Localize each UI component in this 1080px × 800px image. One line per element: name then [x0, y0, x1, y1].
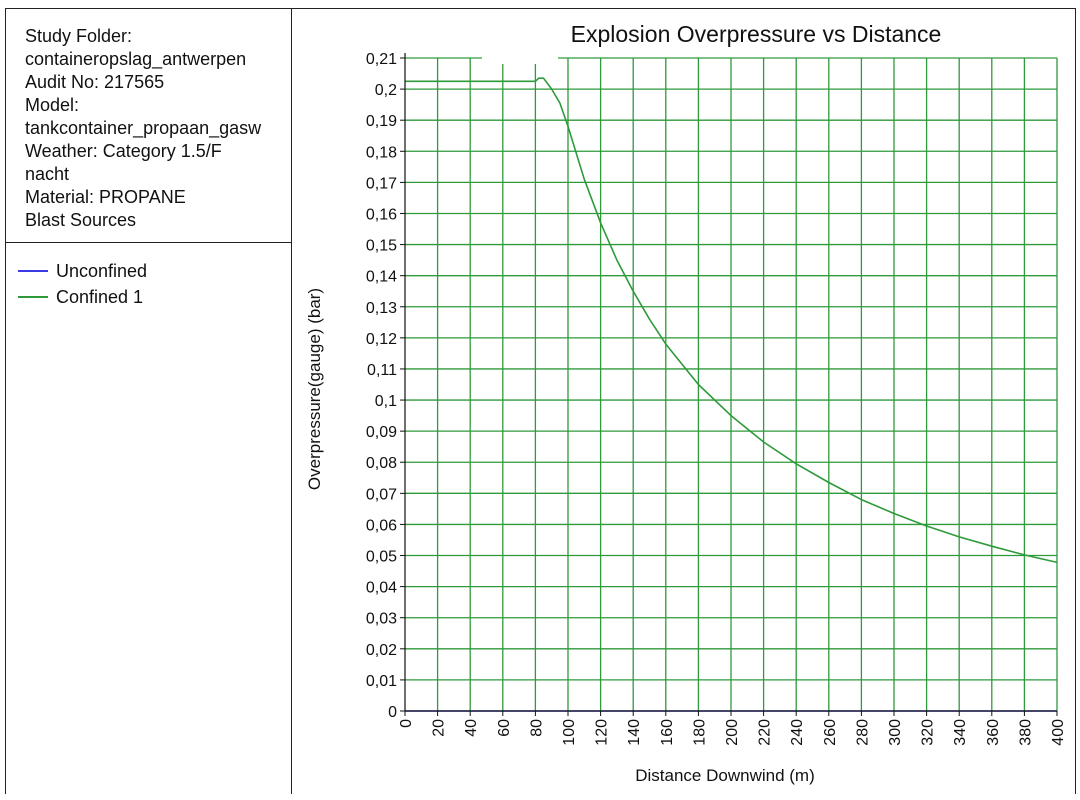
chart-title: Explosion Overpressure vs Distance	[571, 21, 942, 47]
y-tick-label: 0,01	[366, 673, 397, 690]
model-label: Model:	[25, 95, 80, 115]
x-tick-label: 160	[659, 719, 676, 746]
y-tick-label: 0,07	[366, 486, 397, 503]
x-tick-label: 260	[822, 719, 839, 746]
x-tick-label: 360	[985, 719, 1002, 746]
legend-label-confined-1: Confined 1	[56, 286, 144, 307]
weather-label: Weather: Category 1.5/F	[25, 141, 222, 161]
y-tick-label: 0,03	[366, 611, 397, 628]
y-tick-label: 0	[388, 704, 397, 721]
audit-number: Audit No: 217565	[25, 72, 165, 92]
y-axis-label: Overpressure(gauge) (bar)	[305, 288, 324, 490]
weather-value: nacht	[25, 164, 70, 184]
x-tick-label: 340	[952, 719, 969, 746]
y-tick-label: 0,09	[366, 424, 397, 441]
y-tick-label: 0,14	[366, 269, 397, 286]
y-tick-label: 0,02	[366, 642, 397, 659]
y-tick-label: 0,1	[375, 393, 397, 410]
study-info-box: Study Folder: containeropslag_antwerpen …	[6, 9, 291, 243]
y-tick-label: 0,18	[366, 144, 397, 161]
legend-item-confined-1: Confined 1	[18, 284, 291, 310]
x-tick-label: 100	[561, 719, 578, 746]
x-tick-label: 320	[920, 719, 937, 746]
y-tick-label: 0,06	[366, 517, 397, 534]
legend-swatch-unconfined	[18, 270, 48, 272]
y-tick-label: 0,04	[366, 580, 397, 597]
x-tick-label: 400	[1050, 719, 1067, 746]
legend-item-unconfined: Unconfined	[18, 258, 291, 284]
x-tick-label: 20	[431, 719, 448, 737]
y-tick-label: 0,21	[366, 51, 397, 68]
y-tick-label: 0,11	[367, 362, 397, 379]
y-tick-label: 0,12	[366, 331, 397, 348]
y-tick-label: 0,17	[366, 175, 397, 192]
material: Material: PROPANE	[25, 187, 186, 207]
x-tick-label: 40	[463, 719, 480, 737]
model-value: tankcontainer_propaan_gasw	[25, 118, 262, 138]
overpressure-chart: 0 20 40 60 80 100 120 140 160 180 200 220 240 260 280 3…	[305, 21, 1067, 785]
x-tick-label: 220	[757, 719, 774, 746]
x-axis-label: Distance Downwind (m)	[635, 766, 815, 785]
x-tick-label: 120	[594, 719, 611, 746]
y-tick-label: 0,16	[366, 206, 397, 223]
x-tick-label: 180	[691, 719, 708, 746]
x-tick-label: 0	[398, 719, 415, 728]
y-tick-label: 0,2	[375, 82, 397, 99]
y-tick-label: 0,05	[366, 549, 397, 566]
x-tick-label: 60	[496, 719, 513, 737]
left-panel: Study Folder: containeropslag_antwerpen …	[6, 9, 292, 794]
series-line-confined-1	[405, 77, 1058, 564]
x-tick-label: 300	[887, 719, 904, 746]
y-tick-label: 0,13	[366, 300, 397, 317]
study-folder-label: Study Folder:	[25, 26, 133, 46]
chart-area: 0 20 40 60 80 100 120 140 160 180 200 220 240 260 280 3…	[292, 9, 1076, 795]
report-frame: Study Folder: containeropslag_antwerpen …	[5, 8, 1076, 794]
legend: Unconfined Confined 1	[6, 243, 291, 310]
x-tick-label: 200	[724, 719, 741, 746]
x-tick-label: 280	[854, 719, 871, 746]
x-tick-label: 240	[789, 719, 806, 746]
legend-label-unconfined: Unconfined	[56, 260, 148, 281]
x-tick-label: 80	[528, 719, 545, 737]
y-tick-label: 0,08	[366, 455, 397, 472]
x-tick-label: 380	[1017, 719, 1034, 746]
study-folder-value: containeropslag_antwerpen	[25, 49, 247, 69]
y-tick-label: 0,15	[366, 238, 397, 255]
x-tick-label: 140	[626, 719, 643, 746]
legend-swatch-confined-1	[18, 296, 48, 298]
title-gap	[482, 50, 558, 64]
blast-sources: Blast Sources	[25, 210, 137, 230]
y-tick-label: 0,19	[366, 113, 397, 130]
